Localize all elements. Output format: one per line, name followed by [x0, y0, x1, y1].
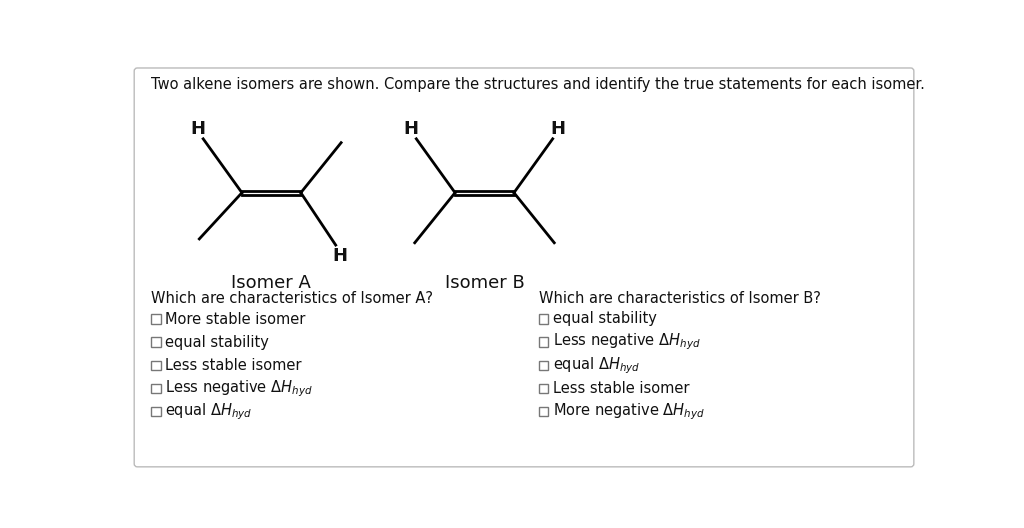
Text: equal $\Delta H_{hyd}$: equal $\Delta H_{hyd}$: [553, 355, 640, 375]
Text: Less negative $\Delta H_{hyd}$: Less negative $\Delta H_{hyd}$: [553, 332, 700, 352]
Text: equal stability: equal stability: [165, 335, 269, 350]
Text: More stable isomer: More stable isomer: [165, 312, 305, 326]
Text: equal stability: equal stability: [553, 312, 656, 326]
Bar: [539, 361, 548, 370]
Bar: [152, 314, 161, 324]
Text: H: H: [190, 120, 205, 138]
Text: Two alkene isomers are shown. Compare the structures and identify the true state: Two alkene isomers are shown. Compare th…: [152, 77, 925, 92]
Text: Less negative $\Delta H_{hyd}$: Less negative $\Delta H_{hyd}$: [165, 378, 313, 399]
Bar: [152, 361, 161, 370]
Text: Isomer A: Isomer A: [231, 274, 311, 291]
FancyBboxPatch shape: [134, 68, 913, 467]
Bar: [152, 407, 161, 416]
Bar: [539, 384, 548, 393]
Bar: [539, 337, 548, 347]
Bar: [539, 407, 548, 416]
Text: H: H: [551, 120, 565, 138]
Bar: [539, 314, 548, 324]
Text: Less stable isomer: Less stable isomer: [165, 357, 302, 373]
Text: equal $\Delta H_{hyd}$: equal $\Delta H_{hyd}$: [165, 401, 253, 422]
Bar: [152, 384, 161, 393]
Text: Less stable isomer: Less stable isomer: [553, 381, 689, 396]
Text: More negative $\Delta H_{hyd}$: More negative $\Delta H_{hyd}$: [553, 401, 705, 422]
Text: Which are characteristics of Isomer A?: Which are characteristics of Isomer A?: [152, 290, 433, 306]
Text: H: H: [403, 120, 419, 138]
Text: Which are characteristics of Isomer B?: Which are characteristics of Isomer B?: [539, 290, 820, 306]
Text: H: H: [333, 247, 348, 265]
Bar: [152, 337, 161, 347]
Text: Isomer B: Isomer B: [444, 274, 524, 291]
